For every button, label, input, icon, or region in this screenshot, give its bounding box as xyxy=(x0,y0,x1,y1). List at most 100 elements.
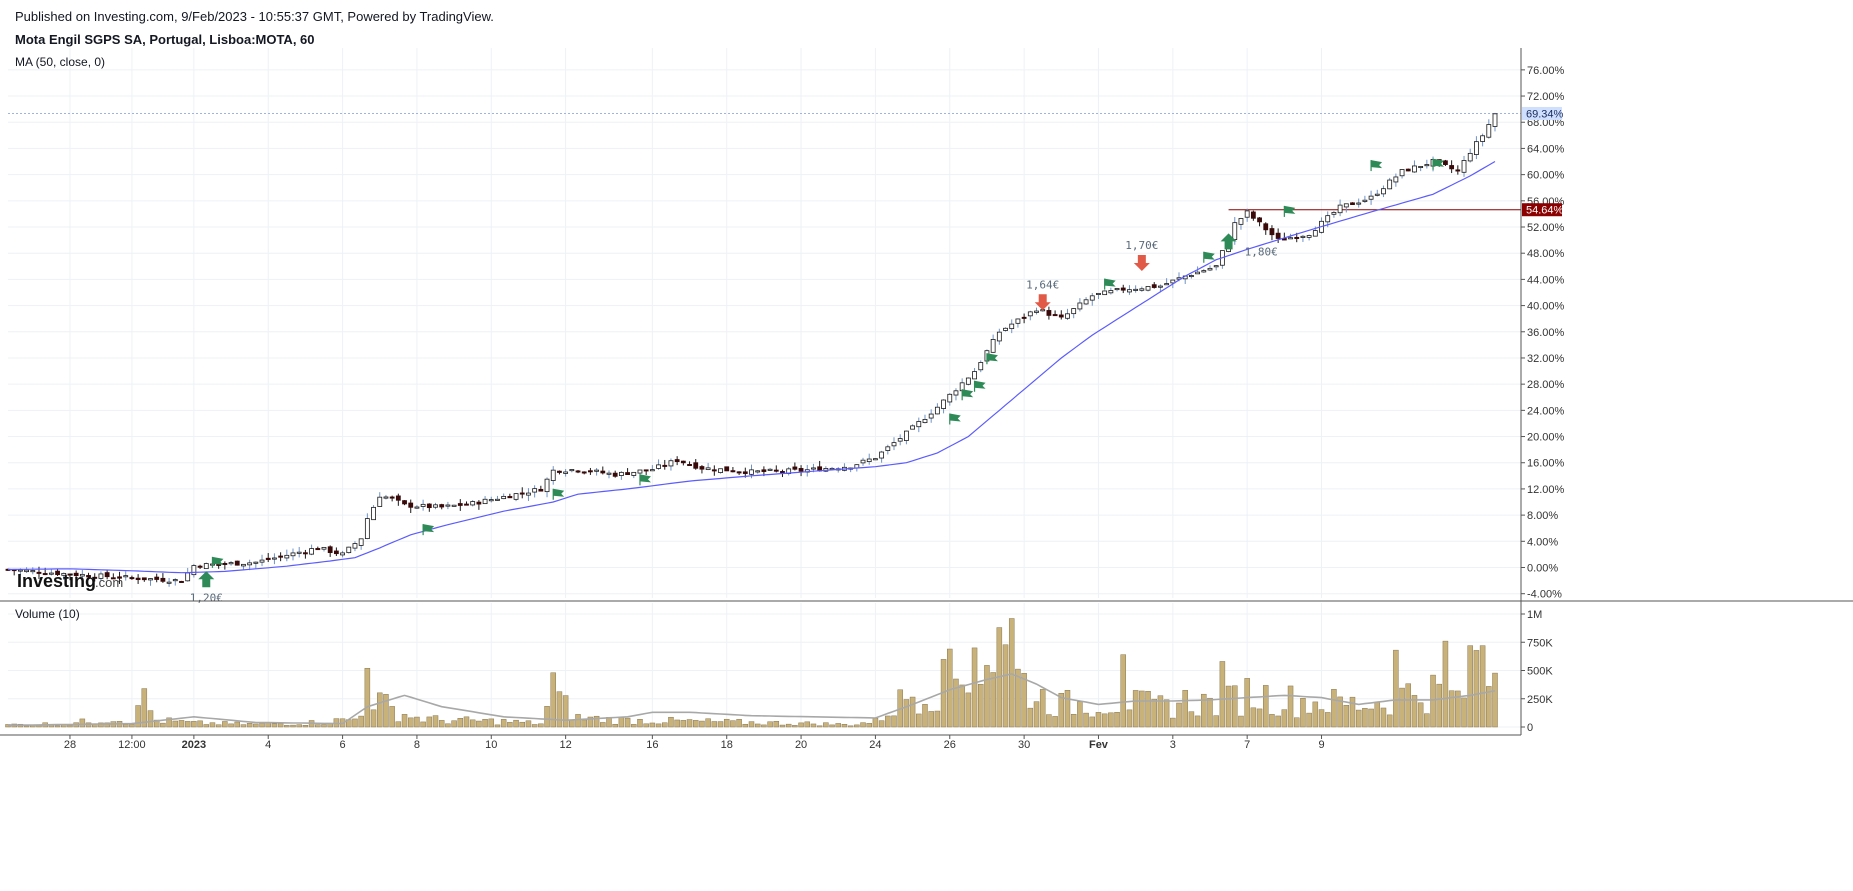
volume-bar xyxy=(457,718,464,728)
volume-bar xyxy=(1182,690,1188,728)
candle-body xyxy=(594,469,600,472)
volume-bar xyxy=(1300,698,1306,728)
candle-body xyxy=(30,570,36,573)
candle-body xyxy=(1294,236,1300,239)
volume-bar xyxy=(841,724,848,728)
candle-body xyxy=(1288,237,1293,240)
volume-bar xyxy=(1343,704,1350,728)
flag-marker[interactable] xyxy=(1371,160,1383,169)
x-tick-label: 30 xyxy=(1018,739,1030,751)
volume-bar xyxy=(98,722,104,728)
candle-body xyxy=(1009,323,1015,330)
hline-value-badge[interactable] xyxy=(1522,203,1562,217)
buy-arrow-icon[interactable] xyxy=(1220,233,1237,250)
flag-marker[interactable] xyxy=(1433,158,1445,167)
volume-bar xyxy=(866,723,872,728)
volume-bar xyxy=(1442,640,1449,728)
flag-marker[interactable] xyxy=(639,474,651,483)
volume-bar xyxy=(1170,717,1176,728)
candle-body xyxy=(965,377,971,385)
volume-bar xyxy=(222,721,228,728)
candle-body xyxy=(476,501,482,505)
volume-bar xyxy=(1213,715,1219,728)
candle-body xyxy=(1151,284,1157,288)
candle-body xyxy=(873,458,878,461)
buy-signal-label: 1,20€ xyxy=(190,591,223,604)
volume-bar xyxy=(141,688,148,728)
flag-marker[interactable] xyxy=(962,389,974,398)
ma-indicator-label[interactable]: MA (50, close, 0) xyxy=(15,55,105,69)
candle-body xyxy=(302,552,308,555)
volume-bar xyxy=(364,667,371,728)
volume-bar xyxy=(1101,713,1108,728)
volume-bar xyxy=(1083,712,1089,728)
candle-body xyxy=(1312,230,1318,237)
sell-arrow-icon[interactable] xyxy=(1034,294,1051,311)
volume-bar xyxy=(259,722,265,728)
volume-bar xyxy=(407,717,414,728)
candle-body xyxy=(402,500,407,505)
volume-bar xyxy=(1132,690,1139,728)
volume-bar xyxy=(792,725,798,728)
candle-body xyxy=(495,498,500,501)
volume-bar xyxy=(500,719,507,728)
volume-bar xyxy=(885,715,891,728)
volume-bar xyxy=(1399,687,1405,728)
candle-body xyxy=(1263,223,1269,231)
candle-body xyxy=(730,470,736,473)
volume-bar xyxy=(680,720,687,728)
flag-marker[interactable] xyxy=(553,488,565,497)
volume-bar xyxy=(253,723,259,728)
volume-bar xyxy=(284,725,290,728)
candle-body xyxy=(916,421,922,428)
candle-body xyxy=(1046,310,1052,316)
flag-marker[interactable] xyxy=(974,380,986,389)
volume-pane-label[interactable]: Volume (10) xyxy=(15,607,80,621)
candle-body xyxy=(947,393,953,403)
volume-bar xyxy=(959,684,965,728)
volume-bar xyxy=(711,721,718,728)
flag-marker[interactable] xyxy=(423,524,435,533)
flag-marker[interactable] xyxy=(1284,205,1296,214)
y-tick-label: 8.00% xyxy=(1527,510,1558,522)
candle-body xyxy=(73,572,79,577)
volume-bar xyxy=(810,723,817,728)
x-tick-label: 7 xyxy=(1244,739,1250,751)
flag-marker[interactable] xyxy=(949,413,961,422)
volume-bar xyxy=(971,647,978,728)
volume-bar xyxy=(705,718,711,728)
candle-body xyxy=(333,550,339,555)
volume-bar xyxy=(507,722,513,728)
candle-body xyxy=(1201,270,1207,273)
sell-arrow-icon[interactable] xyxy=(1133,255,1150,272)
buy-arrow-icon[interactable] xyxy=(198,571,215,588)
candle-body xyxy=(996,331,1002,342)
candle-body xyxy=(718,468,723,473)
volume-bar xyxy=(569,720,575,728)
volume-bar xyxy=(1225,685,1232,728)
volume-bar xyxy=(1232,685,1238,728)
flag-marker[interactable] xyxy=(986,353,998,362)
flag-marker[interactable] xyxy=(1104,278,1116,287)
volume-bar xyxy=(1002,644,1009,728)
volume-bar xyxy=(562,695,569,728)
x-tick-label: 26 xyxy=(944,739,956,751)
volume-bar xyxy=(1052,716,1058,728)
flag-marker[interactable] xyxy=(1203,251,1215,260)
candle-body xyxy=(185,572,191,582)
flag-marker[interactable] xyxy=(212,556,224,565)
candle-body xyxy=(17,569,23,572)
y-tick-label: 0.00% xyxy=(1527,563,1558,575)
volume-bar xyxy=(1201,693,1207,728)
candle-body xyxy=(1350,202,1355,205)
volume-bar xyxy=(1467,645,1473,728)
y-tick-label: 60.00% xyxy=(1527,170,1565,182)
investing-logo: Investing .com xyxy=(17,571,123,591)
candle-body xyxy=(742,471,748,474)
volume-bar xyxy=(172,720,179,728)
x-tick-label: 12:00 xyxy=(118,739,146,751)
volume-bar xyxy=(1331,689,1337,728)
candle-body xyxy=(1114,288,1120,291)
volume-bar xyxy=(215,724,222,728)
